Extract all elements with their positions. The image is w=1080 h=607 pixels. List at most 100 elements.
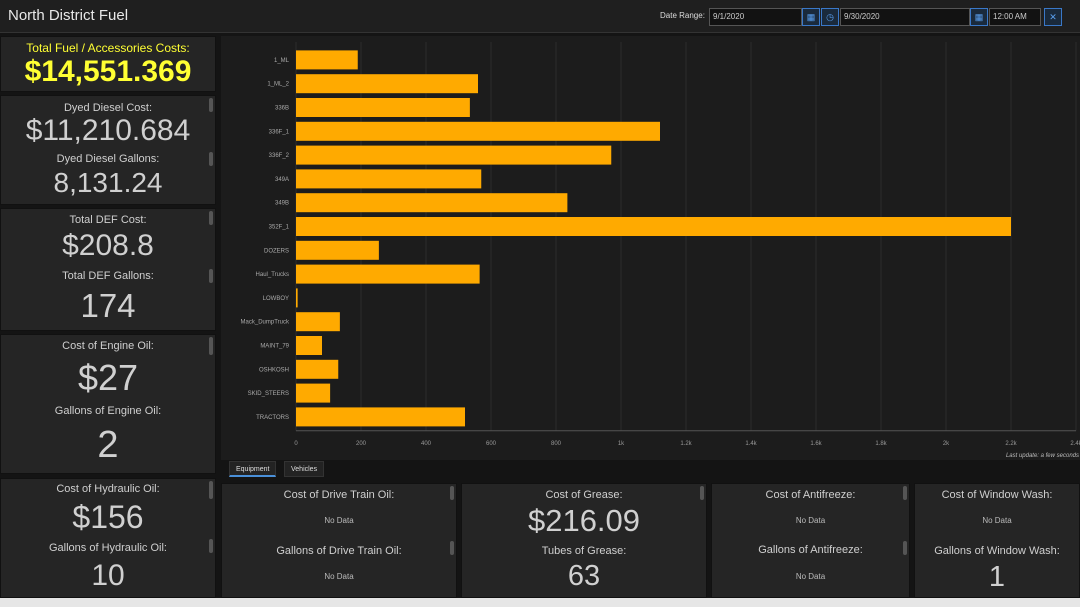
tab-vehicles[interactable]: Vehicles (284, 461, 325, 477)
scrollbar[interactable] (903, 486, 907, 500)
grease-cost-value: $216.09 (527, 503, 641, 538)
dyed-diesel-cost-value: $11,210.684 (25, 114, 191, 147)
chart-bar (296, 74, 478, 94)
close-icon[interactable]: ✕ (1044, 8, 1062, 26)
engine-oil-gallons-value: 2 (97, 424, 119, 466)
hydraulic-oil-panel: Cost of Hydraulic Oil: $156 Gallons of H… (0, 478, 216, 598)
def-gallons-value: 174 (80, 287, 136, 324)
antifreeze-panel: Cost of Antifreeze: No Data Gallons of A… (711, 483, 910, 598)
dyed-diesel-gallons-label: Dyed Diesel Gallons: (56, 153, 160, 165)
chart-bar (296, 98, 470, 117)
def-gallons-label: Total DEF Gallons: (62, 270, 154, 282)
total-cost-value: $14,551.369 (24, 55, 192, 88)
scrollbar[interactable] (209, 152, 213, 166)
equipment-chart-panel: 0 200 400 600 800 1k 1.2k 1.4k 1.6k 1.8k 2k 2.2k 2.4… (221, 36, 1080, 460)
grease-tubes-label: Tubes of Grease: (541, 545, 627, 557)
def-panel: Total DEF Cost: $208.8 Total DEF Gallons… (0, 208, 216, 331)
scrollbar[interactable] (209, 269, 213, 283)
y-category-label: 349B (275, 201, 289, 207)
date-range-label: Date Range: (660, 11, 705, 20)
drive-train-oil-gallons-value: No Data (324, 572, 354, 581)
scrollbar[interactable] (209, 211, 213, 225)
chart-bar (296, 217, 1011, 236)
start-date-input[interactable]: 9/1/2020 (709, 8, 802, 26)
y-category-label: 349A (275, 177, 289, 183)
scrollbar[interactable] (700, 486, 704, 500)
engine-oil-panel: Cost of Engine Oil: $27 Gallons of Engin… (0, 334, 216, 474)
x-tick-label: 1.8k (875, 441, 887, 447)
hydraulic-oil-gallons-label: Gallons of Hydraulic Oil: (49, 542, 167, 554)
time-input[interactable]: 12:00 AM (989, 8, 1041, 26)
window-wash-panel: Cost of Window Wash: No Data Gallons of … (914, 483, 1080, 598)
def-cost-value: $208.8 (62, 229, 154, 262)
x-tick-label: 200 (356, 441, 367, 447)
hydraulic-oil-cost-label: Cost of Hydraulic Oil: (56, 483, 160, 495)
x-tick-label: 2.4k (1070, 441, 1080, 447)
dyed-diesel-cost-label: Dyed Diesel Cost: (63, 102, 153, 114)
x-tick-label: 600 (486, 441, 497, 447)
chart-bar (296, 240, 379, 260)
scrollbar[interactable] (209, 98, 213, 112)
end-date-input[interactable]: 9/30/2020 (840, 8, 970, 26)
y-category-label: TRACTORS (256, 415, 289, 421)
total-cost-panel: Total Fuel / Accessories Costs: $14,551.… (0, 36, 216, 92)
chart-bar (296, 383, 331, 403)
app-header: North District Fuel Date Range: 9/1/2020… (0, 0, 1080, 33)
drive-train-oil-gallons-label: Gallons of Drive Train Oil: (276, 545, 402, 557)
scrollbar[interactable] (450, 486, 454, 500)
chart-bar (296, 169, 482, 189)
engine-oil-cost-label: Cost of Engine Oil: (62, 340, 154, 352)
chart-bar (296, 312, 340, 332)
x-tick-label: 400 (421, 441, 432, 447)
engine-oil-gallons-label: Gallons of Engine Oil: (54, 405, 162, 417)
dyed-diesel-panel: Dyed Diesel Cost: $11,210.684 Dyed Diese… (0, 95, 216, 205)
y-category-label: DOZERS (264, 248, 289, 254)
chart-bar (296, 121, 660, 141)
chart-bar (296, 288, 298, 308)
tab-equipment[interactable]: Equipment (229, 461, 277, 477)
total-cost-label: Total Fuel / Accessories Costs: (26, 41, 190, 55)
y-category-label: OSHKOSH (259, 367, 289, 373)
calendar-icon[interactable]: ▦ (970, 8, 988, 26)
hydraulic-oil-cost-value: $156 (72, 499, 144, 535)
x-tick-label: 1.2k (680, 441, 692, 447)
x-tick-label: 1.6k (810, 441, 822, 447)
antifreeze-cost-label: Cost of Antifreeze: (765, 489, 856, 501)
y-category-label: 336B (275, 106, 289, 112)
y-category-label: Haul_Trucks (256, 272, 289, 278)
chart-bar (296, 336, 322, 355)
grease-cost-label: Cost of Grease: (545, 489, 623, 501)
antifreeze-gallons-value: No Data (795, 572, 826, 581)
y-category-label: MAINT_79 (260, 344, 289, 350)
calendar-icon[interactable]: ▦ (802, 8, 820, 26)
x-tick-label: 800 (551, 441, 562, 447)
equipment-bar-chart: 0 200 400 600 800 1k 1.2k 1.4k 1.6k 1.8k 2k 2.2k 2.4… (241, 42, 1080, 459)
footer-bar (0, 598, 1080, 607)
clock-icon[interactable]: ◷ (821, 8, 839, 26)
scrollbar[interactable] (209, 337, 213, 355)
y-category-label: 1_ML_2 (267, 82, 289, 88)
x-tick-label: 1.4k (745, 441, 757, 447)
scrollbar[interactable] (209, 539, 213, 553)
window-wash-gallons-label: Gallons of Window Wash: (934, 545, 1060, 557)
window-wash-cost-label: Cost of Window Wash: (941, 489, 1053, 501)
chart-bar (296, 359, 339, 379)
drive-train-oil-panel: Cost of Drive Train Oil: No Data Gallons… (221, 483, 457, 598)
window-wash-gallons-value: 1 (988, 561, 1006, 593)
y-category-label: Mack_DumpTruck (241, 320, 290, 326)
grease-tubes-value: 63 (567, 560, 601, 592)
grease-panel: Cost of Grease: $216.09 Tubes of Grease:… (461, 483, 707, 598)
scrollbar[interactable] (450, 541, 454, 555)
chart-bar (296, 145, 612, 165)
x-tick-label: 2k (943, 441, 950, 447)
y-category-label: SKID_STEERS (248, 391, 289, 397)
scrollbar[interactable] (209, 481, 213, 499)
scrollbar[interactable] (903, 541, 907, 555)
x-tick-label: 2.2k (1005, 441, 1017, 447)
last-update-label: Last update: a few seconds (1006, 453, 1079, 459)
y-category-label: 1_ML (274, 58, 290, 64)
chart-tabbar: Equipment Vehicles (221, 460, 1080, 478)
engine-oil-cost-value: $27 (77, 357, 139, 398)
y-category-label: LOWBOY (263, 296, 289, 302)
window-wash-cost-value: No Data (982, 516, 1012, 525)
